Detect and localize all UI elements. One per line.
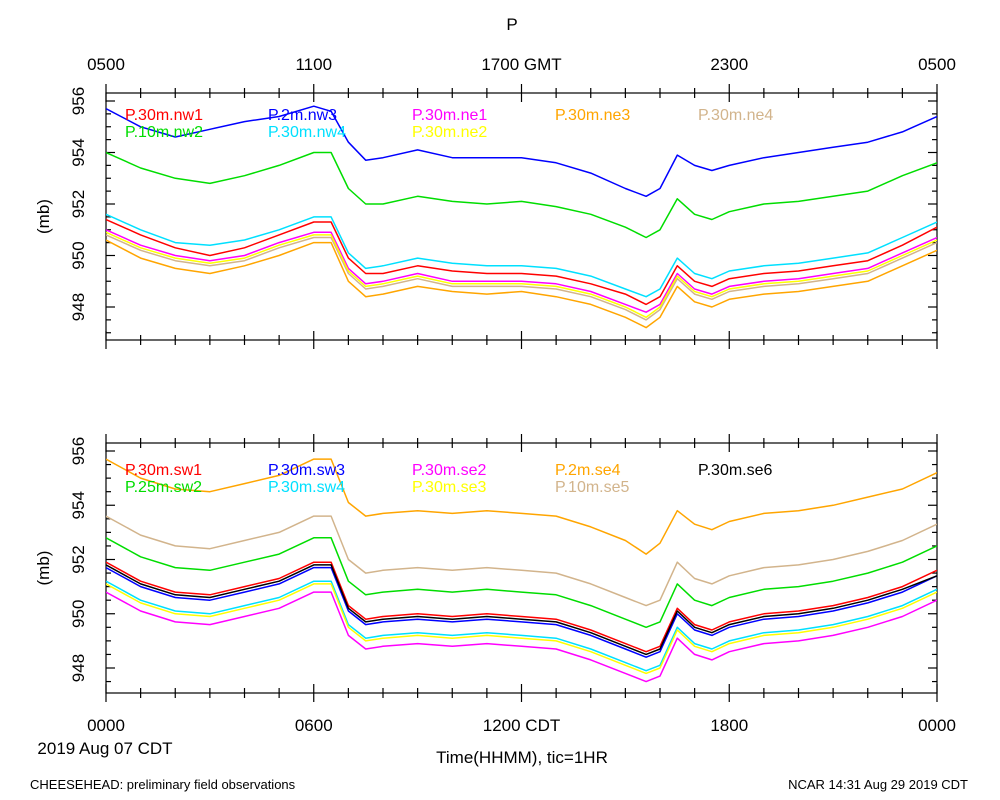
y-tick-label: 948 — [69, 654, 88, 682]
bottom-x-tick-label: 1200 CDT — [483, 716, 560, 735]
y-tick-label: 956 — [69, 87, 88, 115]
x-axis-title: Time(HHMM), tic=1HR — [436, 748, 608, 767]
series-line-P.30m.ne3 — [106, 239, 937, 329]
bottom-x-tick-label: 1800 — [710, 716, 748, 735]
series-line-P.30m.ne2 — [106, 231, 937, 319]
legend-entry-P.30m.se3: P.30m.se3 — [412, 479, 487, 496]
top-x-tick-label: 1700 GMT — [481, 55, 561, 74]
series-group — [106, 458, 937, 683]
lower-panel: 948 950 952 954 956 (mb) 0000 0600 1200 CDT 1800 0… — [34, 434, 956, 735]
legend-entry-P.30m.nw4: P.30m.nw4 — [268, 124, 346, 141]
series-line-P.30m.se3 — [106, 583, 937, 675]
legend-entry-P.2m.nw3: P.2m.nw3 — [268, 107, 337, 124]
legend-entry-P.30m.sw1: P.30m.sw1 — [125, 462, 202, 479]
footer-left: CHEESEHEAD: preliminary field observatio… — [30, 777, 296, 792]
y-tick-label: 954 — [69, 138, 88, 166]
y-tick-label: 950 — [69, 600, 88, 628]
legend-entry-P.10m.nw2: P.10m.nw2 — [125, 124, 203, 141]
legend-entry-P.25m.sw2: P.25m.sw2 — [125, 479, 202, 496]
legend-entry-P.2m.se4: P.2m.se4 — [555, 462, 621, 479]
y-axis-title: (mb) — [34, 199, 53, 234]
top-x-tick-label: 2300 — [710, 55, 748, 74]
series-line-P.30m.ne4 — [106, 234, 937, 321]
y-tick-label: 956 — [69, 437, 88, 465]
legend-entry-P.30m.sw4: P.30m.sw4 — [268, 479, 345, 496]
legend-entry-P.30m.se6: P.30m.se6 — [698, 462, 773, 479]
footer-right: NCAR 14:31 Aug 29 2019 CDT — [788, 777, 968, 792]
bottom-x-tick-label: 0600 — [295, 716, 333, 735]
top-x-tick-label: 0500 — [918, 55, 956, 74]
plot-frame — [105, 442, 938, 694]
chart-title: P — [506, 15, 517, 34]
bottom-x-tick-label: 0000 — [87, 716, 125, 735]
series-line-P.30m.sw1 — [106, 561, 937, 653]
date-label: 2019 Aug 07 CDT — [37, 739, 172, 758]
series-line-P.2m.nw3 — [106, 105, 937, 198]
series-line-P.10m.se5 — [106, 515, 937, 607]
legend-entry-P.30m.nw1: P.30m.nw1 — [125, 107, 203, 124]
y-tick-label: 954 — [69, 491, 88, 519]
series-line-P.30m.nw4 — [106, 213, 937, 298]
plot-frame — [105, 92, 938, 341]
series-line-P.30m.ne1 — [106, 229, 937, 313]
top-x-tick-label: 1100 — [295, 55, 332, 74]
series-line-P.30m.sw4 — [106, 580, 937, 672]
y-tick-label: 952 — [69, 190, 88, 218]
series-line-P.30m.sw3 — [106, 566, 937, 658]
series-line-P.10m.nw2 — [106, 151, 937, 239]
series-line-P.2m.se4 — [106, 458, 937, 555]
upper-panel: 948 950 952 954 956 (mb) 0500 1100 1700 GMT 2300 0… — [34, 55, 956, 349]
series-line-P.25m.sw2 — [106, 537, 937, 629]
legend-entry-P.30m.se2: P.30m.se2 — [412, 462, 487, 479]
legend-entry-P.30m.ne1: P.30m.ne1 — [412, 107, 487, 124]
y-axis-title: (mb) — [34, 551, 53, 586]
y-tick-label: 948 — [69, 293, 88, 321]
series-line-P.30m.nw1 — [106, 218, 937, 306]
series-group — [106, 105, 937, 329]
bottom-x-tick-label: 0000 — [918, 716, 956, 735]
legend-entry-P.30m.ne4: P.30m.ne4 — [698, 107, 773, 124]
legend-entry-P.30m.ne2: P.30m.ne2 — [412, 124, 487, 141]
series-line-P.30m.se2 — [106, 591, 937, 683]
y-tick-label: 952 — [69, 545, 88, 573]
top-x-tick-label: 0500 — [87, 55, 125, 74]
legend-entry-P.30m.ne3: P.30m.ne3 — [555, 107, 630, 124]
series-line-P.30m.se6 — [106, 564, 937, 656]
legend-entry-P.30m.sw3: P.30m.sw3 — [268, 462, 345, 479]
legend-entry-P.10m.se5: P.10m.se5 — [555, 479, 630, 496]
y-tick-label: 950 — [69, 241, 88, 269]
